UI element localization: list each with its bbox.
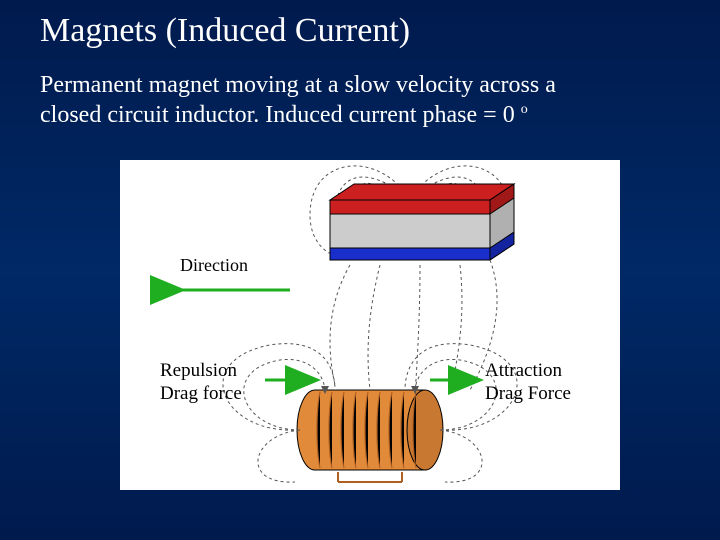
diagram-svg <box>120 160 620 490</box>
degree-symbol: o <box>521 102 528 117</box>
attraction-line1: Attraction <box>485 360 562 381</box>
interaction-field-lines <box>330 260 497 395</box>
repulsion-line2: Drag force <box>160 383 242 404</box>
subtitle-line2: closed circuit inductor. Induced current… <box>40 102 521 128</box>
repulsion-label: Repulsion Drag force <box>160 360 242 406</box>
attraction-label: Attraction Drag Force <box>485 360 571 406</box>
attraction-line2: Drag Force <box>485 383 571 404</box>
inductor-coil <box>297 390 443 482</box>
permanent-magnet <box>330 184 514 260</box>
figure-panel: Direction Repulsion Drag force Attractio… <box>120 160 620 490</box>
subtitle-line1: Permanent magnet moving at a slow veloci… <box>40 72 556 98</box>
direction-label: Direction <box>180 255 248 276</box>
repulsion-line1: Repulsion <box>160 360 237 381</box>
slide-title: Magnets (Induced Current) <box>40 12 410 50</box>
slide-subtitle: Permanent magnet moving at a slow veloci… <box>40 70 680 130</box>
